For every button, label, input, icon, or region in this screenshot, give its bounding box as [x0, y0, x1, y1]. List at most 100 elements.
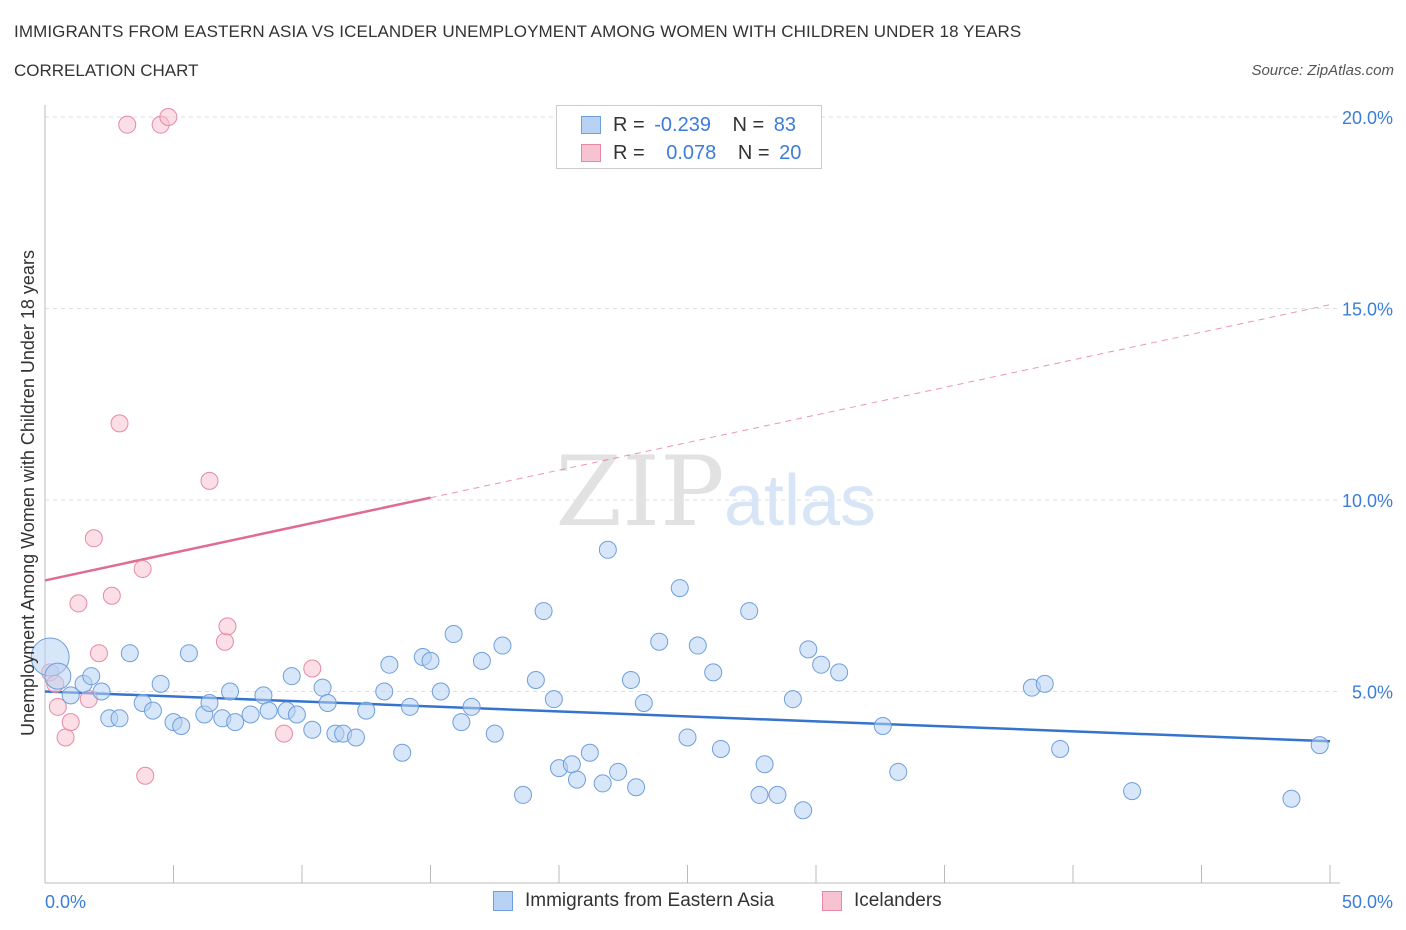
legend-n-value: 83 [773, 114, 797, 136]
bottom-legend-swatch-blue [493, 891, 513, 911]
data-point-eastern-asia [1051, 739, 1070, 758]
data-point-eastern-asia [200, 693, 219, 712]
data-point-eastern-asia [82, 667, 101, 686]
data-point-icelanders [48, 697, 67, 716]
trend-line-series2-extension [430, 304, 1331, 499]
zipatlas-watermark: ZIP atlas [555, 436, 876, 548]
data-point-eastern-asia [768, 785, 787, 804]
data-point-eastern-asia [346, 728, 365, 747]
data-point-icelanders [200, 471, 219, 490]
data-point-icelanders [275, 724, 294, 743]
data-point-eastern-asia [221, 682, 240, 701]
data-point-eastern-asia [444, 625, 463, 644]
legend-n-value: 20 [779, 142, 802, 164]
data-point-eastern-asia [812, 655, 831, 674]
data-point-icelanders [102, 586, 121, 605]
data-point-eastern-asia [514, 785, 533, 804]
data-point-eastern-asia [254, 686, 273, 705]
data-point-eastern-asia [544, 690, 563, 709]
legend-r-value: 0.078 [666, 142, 717, 164]
data-point-eastern-asia [750, 785, 769, 804]
data-point-eastern-asia [799, 640, 818, 659]
bottom-legend-swatch-pink [822, 891, 842, 911]
data-point-icelanders [89, 644, 108, 663]
data-point-eastern-asia [313, 678, 332, 697]
legend-r-label: R = [613, 114, 645, 136]
data-point-eastern-asia [172, 716, 191, 735]
data-point-icelanders [69, 594, 88, 613]
data-point-eastern-asia [380, 655, 399, 674]
data-point-eastern-asia [621, 671, 640, 690]
trend-line-series2 [44, 496, 431, 582]
data-point-eastern-asia [580, 743, 599, 762]
data-point-eastern-asia [534, 602, 553, 621]
data-point-eastern-asia [783, 690, 802, 709]
legend-r-value: -0.239 [654, 114, 711, 136]
bottom-legend-label-series1: Immigrants from Eastern Asia [525, 890, 775, 911]
data-point-icelanders [118, 115, 137, 134]
tick-labels: 5.0% 10.0% 15.0% 20.0% 0.0% 50.0% [45, 108, 1393, 912]
data-point-icelanders [110, 414, 129, 433]
watermark-atlas: atlas [724, 461, 876, 541]
grid-lines [45, 116, 1340, 692]
watermark-zip: ZIP [555, 436, 724, 548]
data-point-icelanders [215, 632, 234, 651]
data-point-eastern-asia [526, 671, 545, 690]
data-point-eastern-asia [678, 728, 697, 747]
data-point-eastern-asia [110, 709, 129, 728]
data-point-eastern-asia [688, 636, 707, 655]
chart-title: IMMIGRANTS FROM EASTERN ASIA VS ICELANDE… [14, 22, 1022, 41]
data-point-eastern-asia [598, 540, 617, 559]
data-point-eastern-asia [670, 579, 689, 598]
data-point-eastern-asia [1282, 789, 1301, 808]
data-point-eastern-asia [485, 724, 504, 743]
data-point-eastern-asia [143, 701, 162, 720]
legend-n-label: N = [732, 114, 765, 136]
data-point-icelanders [303, 659, 322, 678]
data-point-eastern-asia [462, 697, 481, 716]
data-point-eastern-asia [92, 682, 111, 701]
data-point-eastern-asia [357, 701, 376, 720]
x-tick-label-min: 0.0% [45, 892, 86, 912]
data-points [30, 108, 1329, 820]
y-tick-label: 20.0% [1342, 108, 1393, 128]
data-point-eastern-asia [704, 663, 723, 682]
data-point-eastern-asia [830, 663, 849, 682]
source-credit: Source: ZipAtlas.com [1251, 62, 1394, 79]
data-point-icelanders [84, 529, 103, 548]
data-point-eastern-asia [226, 713, 245, 732]
data-point-eastern-asia [711, 739, 730, 758]
data-point-icelanders [159, 108, 178, 126]
data-point-eastern-asia [567, 770, 586, 789]
y-tick-label: 5.0% [1352, 683, 1393, 703]
data-point-eastern-asia [889, 762, 908, 781]
x-tick-label-max: 50.0% [1342, 892, 1393, 912]
data-point-eastern-asia [452, 713, 471, 732]
data-point-eastern-asia [593, 774, 612, 793]
data-point-eastern-asia [44, 662, 72, 690]
legend-swatch-pink [581, 144, 601, 162]
y-axis-label: Unemployment Among Women with Children U… [18, 250, 38, 736]
data-point-eastern-asia [120, 644, 139, 663]
data-point-eastern-asia [287, 705, 306, 724]
y-tick-label: 15.0% [1342, 300, 1393, 320]
data-point-eastern-asia [1123, 782, 1142, 801]
data-point-eastern-asia [151, 674, 170, 693]
chart-subtitle: CORRELATION CHART [14, 61, 199, 80]
data-point-eastern-asia [650, 632, 669, 651]
data-point-eastern-asia [375, 682, 394, 701]
data-point-eastern-asia [740, 602, 759, 621]
data-point-eastern-asia [421, 651, 440, 670]
data-point-eastern-asia [1310, 736, 1329, 755]
data-point-eastern-asia [61, 686, 80, 705]
data-point-eastern-asia [431, 682, 450, 701]
data-point-eastern-asia [634, 693, 653, 712]
legend-n-label: N = [737, 142, 770, 164]
data-point-icelanders [136, 766, 155, 785]
data-point-eastern-asia [755, 755, 774, 774]
data-point-eastern-asia [393, 743, 412, 762]
data-point-eastern-asia [318, 693, 337, 712]
data-point-icelanders [61, 713, 80, 732]
data-point-eastern-asia [282, 667, 301, 686]
